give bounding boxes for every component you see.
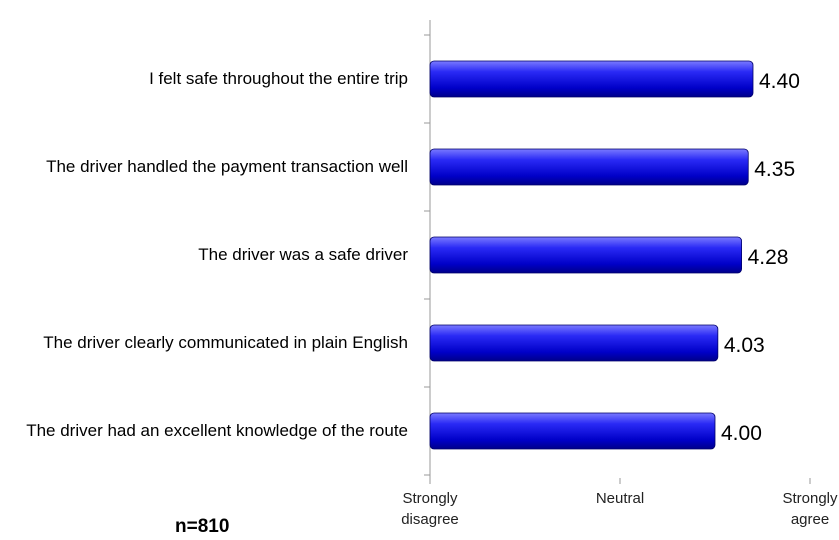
value-label: 4.35 [754,158,796,181]
bar [429,148,749,186]
y-tick-label: The driver had an excellent knowledge of… [26,421,408,440]
bar [429,324,719,362]
bar [429,412,716,450]
value-label: 4.28 [747,246,789,269]
y-tick-label: The driver handled the payment transacti… [46,157,408,176]
x-tick-label: Strongly agree [782,490,838,528]
x-tick-label: Neutral [595,490,645,507]
bar [429,236,743,274]
value-label: 4.00 [721,422,762,445]
x-tick-label: Strongly disagree [401,490,459,528]
value-label: 4.03 [723,334,765,357]
y-tick-label: The driver was a safe driver [198,245,408,264]
y-tick-label: I felt safe throughout the entire trip [149,69,408,88]
bar [429,60,754,98]
value-label: 4.40 [759,70,800,93]
y-tick-label: The driver clearly communicated in plain… [43,333,408,352]
annotation: n=810 [175,516,230,537]
